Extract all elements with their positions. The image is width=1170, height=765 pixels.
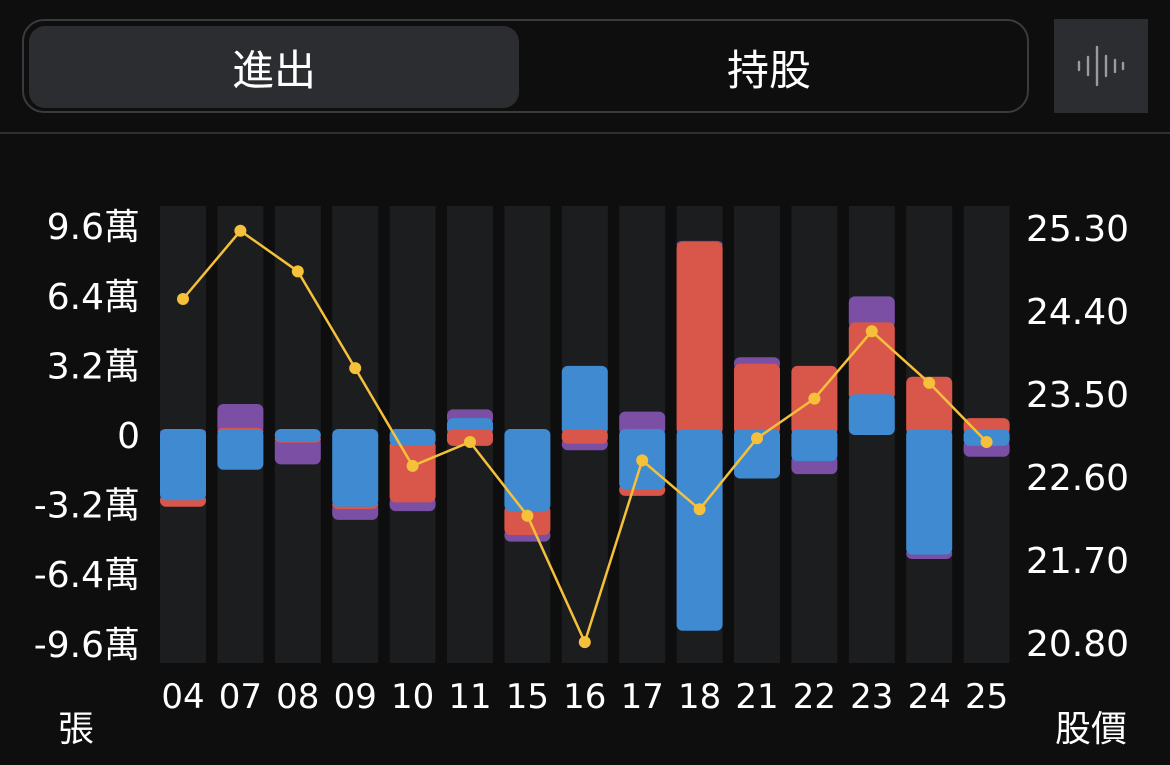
price-point-22 — [808, 392, 821, 405]
price-point-25 — [980, 435, 993, 448]
bar-18-s1 — [676, 241, 723, 435]
tab-holdings[interactable]: 持股 — [726, 45, 811, 95]
bar-16-s0 — [561, 365, 608, 435]
price-point-18 — [693, 503, 706, 516]
price-point-23 — [865, 325, 878, 338]
price-point-21 — [751, 432, 763, 445]
tab-selector: 進出 持股 — [22, 19, 1029, 113]
y-left-tick-label: -3.2萬 — [34, 486, 140, 527]
header-divider — [0, 132, 1170, 134]
price-point-15 — [521, 509, 534, 522]
y-right-tick-label: 24.40 — [1026, 292, 1129, 333]
price-point-24 — [923, 376, 936, 389]
x-tick-label: 15 — [506, 677, 549, 717]
bar-21-s1 — [734, 363, 780, 435]
y-left-tick-label: 0 — [117, 416, 140, 457]
bar-07-s2 — [217, 403, 264, 434]
x-tick-label: 09 — [334, 677, 377, 717]
y-right-tick-label: 20.80 — [1026, 624, 1129, 665]
bar-08-s2 — [274, 436, 321, 465]
bar-16-s1 — [561, 429, 608, 444]
bar-24-s1 — [906, 376, 953, 435]
price-point-04 — [177, 293, 189, 306]
bar-09-s0 — [332, 429, 379, 507]
y-left-tick-label: 9.6萬 — [47, 207, 140, 248]
x-tick-label: 17 — [621, 677, 664, 717]
bar-08-s0 — [274, 429, 321, 442]
y-right-tick-label: 22.60 — [1026, 458, 1129, 499]
bar-15-s0 — [504, 429, 551, 512]
bar-21-s0 — [734, 429, 780, 479]
y-right-tick-label: 25.30 — [1026, 209, 1129, 250]
x-tick-label: 24 — [908, 677, 951, 717]
y-right-tick-label: 21.70 — [1026, 541, 1129, 582]
bar-10-s0 — [389, 429, 436, 446]
waveform-icon — [1077, 45, 1125, 87]
x-tick-label: 23 — [850, 677, 893, 717]
x-tick-label: 10 — [391, 677, 434, 717]
price-point-10 — [406, 459, 419, 472]
x-tick-label: 08 — [276, 677, 319, 717]
waveform-button[interactable] — [1054, 19, 1148, 113]
y-left-unit-label: 張 — [58, 709, 94, 750]
x-tick-label: 16 — [563, 677, 606, 717]
price-point-09 — [349, 362, 362, 375]
bar-04-s0 — [160, 429, 206, 501]
bar-18-s0 — [676, 429, 723, 631]
x-tick-label: 07 — [219, 677, 262, 717]
bar-07-s0 — [217, 429, 264, 470]
x-tick-label: 22 — [793, 677, 836, 717]
price-point-17 — [636, 454, 649, 467]
x-tick-label: 18 — [678, 677, 721, 717]
x-tick-label: 04 — [161, 677, 204, 717]
price-point-07 — [234, 224, 247, 237]
y-left-tick-label: 3.2萬 — [47, 346, 140, 387]
y-right-tick-label: 23.50 — [1026, 375, 1129, 416]
x-tick-label: 25 — [965, 677, 1008, 717]
x-tick-label: 11 — [448, 677, 491, 717]
price-point-08 — [291, 265, 304, 278]
bar-23-s2 — [848, 296, 895, 329]
bar-22-s0 — [791, 429, 838, 462]
x-tick-label: 21 — [735, 677, 778, 717]
price-point-11 — [464, 435, 476, 448]
y-left-tick-label: -6.4萬 — [34, 555, 140, 596]
y-left-tick-label: -9.6萬 — [34, 625, 140, 666]
bar-23-s0 — [848, 394, 895, 435]
price-point-16 — [578, 636, 591, 649]
y-left-tick-label: 6.4萬 — [47, 277, 140, 318]
tab-flow[interactable]: 進出 — [29, 26, 519, 108]
bar-24-s0 — [906, 429, 953, 555]
y-right-unit-label: 股價 — [1055, 709, 1127, 750]
